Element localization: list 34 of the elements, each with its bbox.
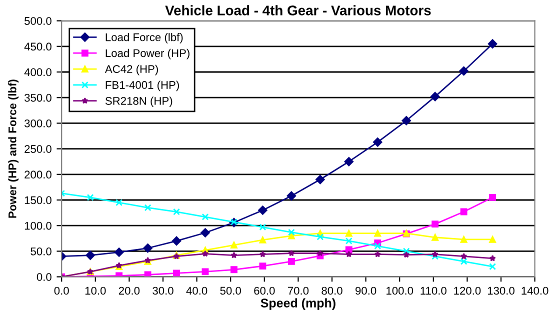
x-tick-label: 20.0 [118, 286, 140, 295]
y-axis-title: Power (HP) and Force (lbf) [8, 80, 19, 218]
x-tick-label: 80.0 [322, 286, 342, 295]
y-tick-label: 150.0 [24, 196, 52, 204]
legend-label: Load Power (HP) [106, 48, 190, 60]
x-tick-label: 110.0 [420, 286, 446, 295]
y-tick-label: 250.0 [24, 145, 52, 153]
y-tick-label: 500.0 [24, 17, 52, 25]
legend-label: AC42 (HP) [104, 64, 158, 76]
y-tick-label: 300.0 [24, 119, 52, 128]
x-tick-label: 30.0 [152, 286, 174, 295]
legend-label: Load Force (lbf) [106, 33, 183, 44]
y-tick-label: 50.0 [30, 247, 52, 256]
y-tick-label: 0.0 [36, 273, 52, 281]
x-tick-label: 70.0 [288, 286, 309, 295]
x-tick-label: 120.0 [454, 286, 481, 295]
legend-label: FB1-4001 (HP) [106, 80, 179, 92]
chart-title: Vehicle Load - 4th Gear - Various Motors [165, 5, 431, 16]
x-tick-label: 60.0 [254, 286, 275, 295]
x-tick-label: 90.0 [356, 286, 376, 295]
x-tick-label: 140.0 [522, 286, 548, 295]
y-tick-label: 200.0 [24, 170, 52, 179]
y-tick-label: 400.0 [24, 68, 52, 76]
x-tick-label: 10.0 [85, 286, 106, 295]
y-tick-label: 100.0 [24, 222, 52, 230]
x-tick-label: 130.0 [488, 286, 514, 295]
x-axis-title: Speed (mph) [260, 298, 336, 310]
x-tick-label: 0.0 [54, 286, 69, 295]
y-tick-label: 450.0 [24, 42, 52, 51]
y-tick-label: 350.0 [24, 94, 52, 102]
x-tick-label: 50.0 [220, 286, 241, 295]
legend-label: SR218N (HP) [105, 96, 172, 108]
x-tick-label: 100.0 [386, 286, 414, 295]
x-tick-label: 40.0 [186, 286, 208, 295]
